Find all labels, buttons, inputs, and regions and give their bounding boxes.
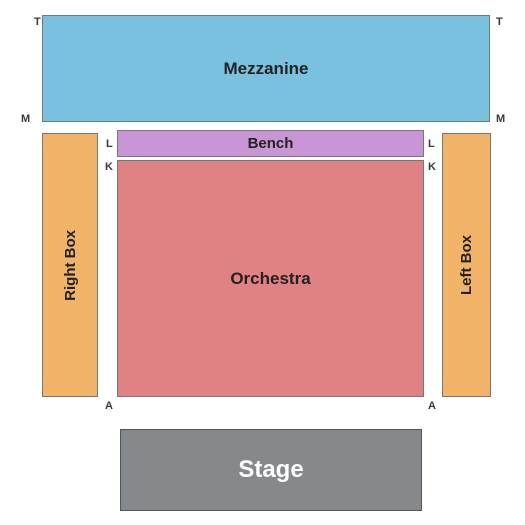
section-orchestra[interactable]: Orchestra (117, 160, 424, 397)
row-label: T (34, 16, 41, 28)
stage-label: Stage (238, 456, 303, 484)
row-label: A (428, 400, 436, 412)
row-label: M (496, 113, 505, 125)
row-label: M (21, 113, 30, 125)
bench-label: Bench (248, 135, 294, 152)
row-label: K (428, 161, 436, 173)
mezzanine-label: Mezzanine (223, 59, 308, 79)
section-left-box[interactable]: Left Box (442, 133, 491, 397)
section-mezzanine[interactable]: Mezzanine (42, 15, 490, 122)
section-bench[interactable]: Bench (117, 130, 424, 157)
right-box-label: Right Box (62, 230, 79, 301)
row-label: T (496, 16, 503, 28)
orchestra-label: Orchestra (230, 269, 310, 289)
section-stage: Stage (120, 429, 422, 511)
row-label: A (105, 400, 113, 412)
row-label: L (428, 138, 435, 150)
row-label: L (106, 138, 113, 150)
row-label: K (105, 161, 113, 173)
left-box-label: Left Box (458, 235, 475, 295)
seating-chart: Mezzanine Bench Orchestra Right Box Left… (0, 0, 525, 525)
section-right-box[interactable]: Right Box (42, 133, 98, 397)
